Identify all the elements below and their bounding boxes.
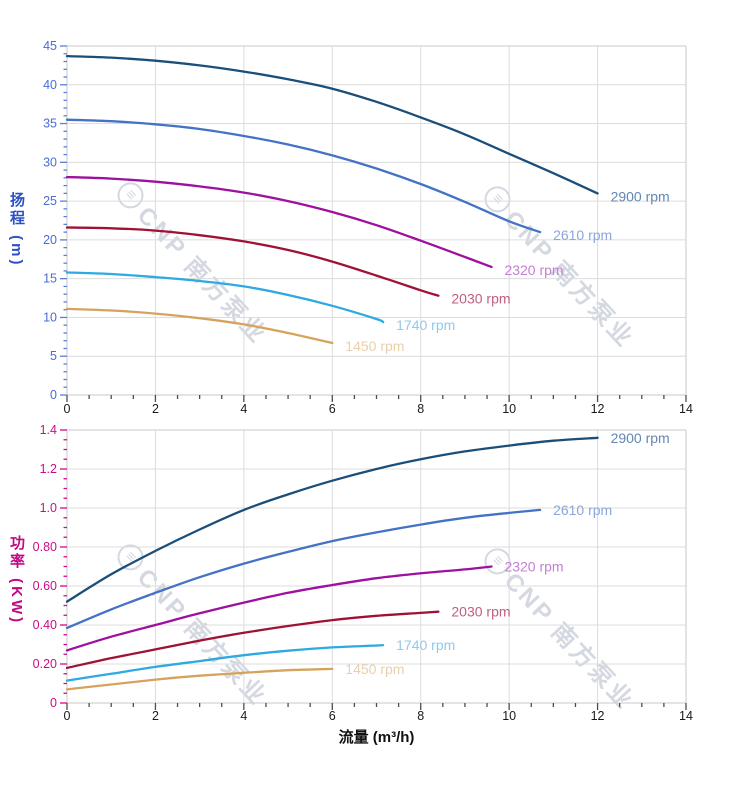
- power-chart: 0 2 4 6 8 10 12 14 0 0.20 0.40 0.60 0.80 1.0 1.2 1.4 290…: [33, 423, 693, 723]
- x-tick-label: 14: [679, 402, 693, 416]
- curve-1740-rpm: [65, 643, 385, 682]
- curve-label: 1450 rpm: [345, 338, 404, 354]
- curve-label: 1740 rpm: [396, 637, 455, 653]
- y-tick-label: 0.60: [33, 579, 57, 593]
- curve-2320-rpm: [65, 175, 493, 269]
- y-tick-label: 40: [43, 78, 57, 92]
- curve-1450-rpm: [65, 667, 334, 691]
- y-tick-label: 20: [43, 233, 57, 247]
- curve-label: 2610 rpm: [553, 502, 612, 518]
- x-tick-label: 4: [240, 402, 247, 416]
- y-tick-label: 10: [43, 310, 57, 324]
- y-tick-label: 0: [50, 388, 57, 402]
- power-y-axis-title: 功率 (KW): [8, 535, 25, 626]
- gridlines: [67, 45, 687, 395]
- x-tick-label: 10: [502, 402, 516, 416]
- curve-2030-rpm: [65, 610, 440, 670]
- y-tick-label: 35: [43, 117, 57, 131]
- curve-label: 2030 rpm: [451, 291, 510, 307]
- x-tick-label: 2: [152, 402, 159, 416]
- x-tick-label: 2: [152, 709, 159, 723]
- curve-2610-rpm: [65, 508, 542, 630]
- curve-label: 2320 rpm: [504, 262, 563, 278]
- x-tick-label: 6: [329, 709, 336, 723]
- y-tick-label: 15: [43, 272, 57, 286]
- curve-2030-rpm: [65, 226, 440, 297]
- y-tick-label: 25: [43, 194, 57, 208]
- curve-label: 2320 rpm: [504, 559, 563, 575]
- curve-1740-rpm: [65, 271, 385, 324]
- x-tick-label: 8: [417, 709, 424, 723]
- y-tick-label: 0.40: [33, 618, 57, 632]
- curve-label: 2900 rpm: [611, 188, 670, 204]
- curve-2900-rpm: [65, 54, 599, 195]
- y-tick-label: 1.2: [40, 462, 57, 476]
- x-ticks: [66, 395, 687, 402]
- curve-label: 2030 rpm: [451, 604, 510, 620]
- x-tick-label: 0: [64, 402, 71, 416]
- x-tick-label: 4: [240, 709, 247, 723]
- y-tick-label: 5: [50, 349, 57, 363]
- flow-x-axis-title: 流量 (m³/h): [338, 729, 415, 746]
- curve-1450-rpm: [65, 307, 334, 345]
- y-tick-label: 0: [50, 696, 57, 710]
- y-tick-label: 1.4: [40, 423, 57, 437]
- y-tick-label: 0.80: [33, 540, 57, 554]
- curve-2320-rpm: [65, 565, 493, 652]
- y-ticks: [60, 45, 67, 396]
- x-tick-label: 0: [64, 709, 71, 723]
- x-tick-label: 8: [417, 402, 424, 416]
- y-tick-label: 45: [43, 39, 57, 53]
- y-tick-label: 30: [43, 155, 57, 169]
- x-tick-label: 10: [502, 709, 516, 723]
- x-tick-label: 12: [591, 709, 605, 723]
- x-ticks: [66, 703, 687, 710]
- curve-label: 2900 rpm: [611, 430, 670, 446]
- curve-2610-rpm: [65, 118, 542, 234]
- y-tick-label: 0.20: [33, 657, 57, 671]
- x-tick-label: 14: [679, 709, 693, 723]
- head-y-axis-title: 扬程 (m): [8, 192, 25, 268]
- y-tick-label: 1.0: [40, 501, 57, 515]
- y-ticks: [60, 429, 67, 704]
- x-tick-label: 6: [329, 402, 336, 416]
- curve-label: 2610 rpm: [553, 227, 612, 243]
- curve-label: 1450 rpm: [345, 661, 404, 677]
- curve-2900-rpm: [65, 436, 599, 603]
- x-tick-label: 12: [591, 402, 605, 416]
- head-chart: 0 2 4 6 8 10 12 14 0 5 10 15 20 25 30 35 40 45 2900 rpm 261…: [43, 39, 693, 416]
- curve-label: 1740 rpm: [396, 317, 455, 333]
